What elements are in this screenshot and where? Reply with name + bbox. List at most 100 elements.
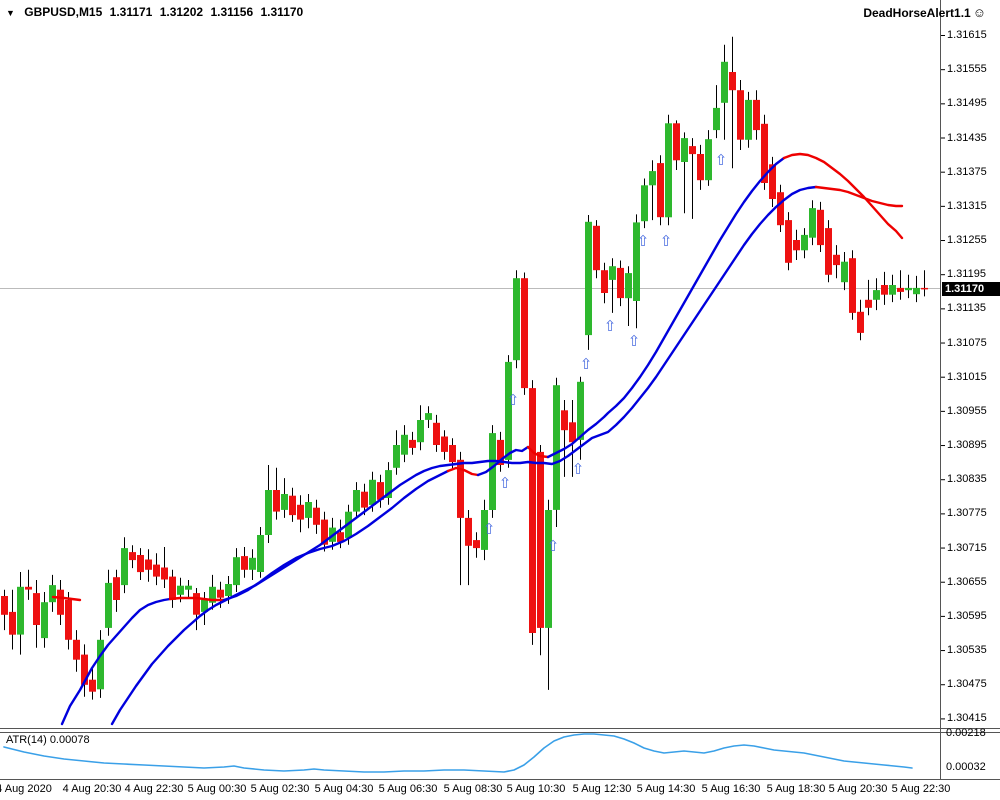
price-axis-label: 1.31195 [947,268,986,281]
price-axis-label: 1.31555 [947,63,987,76]
time-axis-label: 5 Aug 18:30 [766,783,826,795]
candle-body-bull [913,287,920,295]
price-axis-label: 1.31255 [947,234,987,247]
ohlc-low: 1.31156 [210,5,254,19]
candle-body-bear [89,679,96,692]
candle-body-bear [689,146,696,155]
candle-body-bull [545,510,552,628]
candle-body-bull [841,261,848,283]
time-axis-label: 5 Aug 04:30 [314,783,374,795]
candle-body-bull [705,139,712,181]
candle-body-bull [665,123,672,218]
price-axis-label: 1.31015 [947,370,987,383]
candle-body-bull [585,221,592,336]
candle-body-bull [233,557,240,586]
price-axis-label: 1.31495 [947,97,987,110]
buy-arrow-icon: ⇧ [604,317,617,335]
candle-body-bear [785,220,792,263]
time-axis-label: 5 Aug 20:30 [828,783,888,795]
candle-body-bull [225,584,232,596]
price-axis-label: 1.31075 [947,336,987,349]
candle-body-bear [561,410,568,431]
price-axis-label: 1.31375 [947,165,987,178]
candle-body-bear [1,596,8,615]
candle-body-bear [169,576,176,600]
candle-body-bull [649,171,656,186]
candle-body-bull [425,413,432,420]
candle-body-bull [185,585,192,590]
candle-body-bear [241,556,248,570]
candle-body-bear [377,482,384,500]
candle-body-bull [625,273,632,299]
buy-arrow-icon: ⇧ [580,355,593,373]
symbol-dropdown-icon[interactable]: ▼ [6,8,15,18]
candle-body-bear [25,586,32,590]
price-axis-label: 1.30955 [947,404,987,417]
candle-body-bear [817,209,824,246]
ma-slow-line-blue [110,185,818,726]
candle-body-bull [249,557,256,570]
candle-body-bull [257,535,264,572]
candle-body-bear [193,593,200,615]
candle-body-bull [105,582,112,628]
candle-body-bear [409,439,416,448]
candle-body-bull [681,138,688,162]
candle-body-bear [921,287,928,290]
price-axis-label: 1.31135 [947,302,986,315]
candle-body-bear [129,552,136,561]
candle-body-bull [209,586,216,603]
price-axis-label: 1.30715 [947,541,987,554]
ma-fast-line-red [446,466,480,477]
candle-body-bear [65,599,72,640]
buy-arrow-icon: ⇧ [637,232,650,250]
atr-name: ATR(14) [6,734,47,746]
ma-fast-line-red [51,595,82,602]
candle-body-bear [441,436,448,452]
candle-body-bear [33,593,40,625]
candle-body-bear [337,532,344,542]
time-axis-label: 4 Aug 22:30 [124,783,184,795]
candle-body-bear [313,507,320,525]
candle-body-bear [849,258,856,313]
buy-arrow-icon: ⇧ [499,474,512,492]
time-axis-label: 5 Aug 22:30 [891,783,951,795]
candle-body-bear [497,439,504,465]
candle-body-bear [657,163,664,218]
candle-body-bear [769,164,776,199]
atr-value: 0.00078 [49,734,90,746]
candle-body-bear [161,567,168,580]
price-axis-label: 1.30415 [947,712,987,725]
candle-body-bull [281,494,288,510]
candle-body-bull [393,445,400,468]
candle-body-bear [753,99,760,131]
candle-body-bear [537,451,544,628]
buy-arrow-icon: ⇧ [628,332,641,350]
buy-arrow-icon: ⇧ [483,520,496,538]
candle-body-bear [825,228,832,275]
candle-body-bull [369,479,376,505]
candle-body-bull [873,290,880,300]
time-axis-label: 5 Aug 14:30 [636,783,696,795]
candle-body-bear [673,123,680,161]
candle-body-bull [121,548,128,586]
time-axis-label: 5 Aug 10:30 [506,783,566,795]
ma-fast-line-blue [546,156,786,459]
smiley-icon: ☺ [972,5,986,20]
ma-slow-line-red [814,185,904,208]
candle-body-bear [697,154,704,181]
candle-body-bear [569,422,576,443]
candle-body-bull [41,602,48,639]
candle-body-bear [833,254,840,266]
candle-body-bull [745,99,752,140]
price-axis-label: 1.30835 [947,473,987,486]
candle-body-bull [17,586,24,635]
candle-body-bull [177,585,184,595]
candle-body-bull [353,490,360,512]
candle-body-bear [857,311,864,333]
ma-fast-line-blue [60,597,172,726]
current-price-box: 1.31170 [942,281,1000,296]
price-axis-label: 1.30895 [947,439,987,452]
candle-body-bear [737,90,744,140]
candle-body-bear [601,270,608,293]
